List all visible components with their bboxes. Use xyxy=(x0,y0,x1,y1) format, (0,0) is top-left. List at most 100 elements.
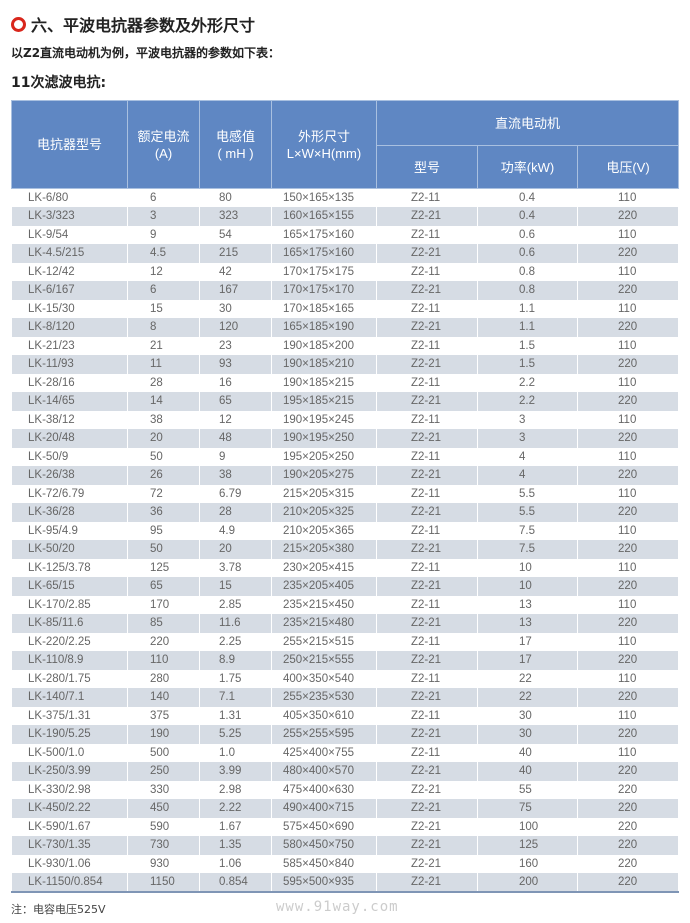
cell-size: 250×215×555 xyxy=(271,651,377,670)
cell-motor-model: Z2-11 xyxy=(376,521,478,540)
cell-size: 190×185×200 xyxy=(271,336,377,355)
cell-size: 475×400×630 xyxy=(271,780,377,799)
cell-current: 36 xyxy=(127,503,200,522)
cell-power: 1.1 xyxy=(477,299,578,318)
cell-motor-model: Z2-21 xyxy=(376,392,478,411)
cell-inductance: 3.99 xyxy=(199,762,272,781)
cell-inductance: 3.78 xyxy=(199,558,272,577)
cell-motor-model: Z2-11 xyxy=(376,743,478,762)
cell-current: 50 xyxy=(127,540,200,559)
cell-voltage: 110 xyxy=(576,225,680,244)
cell-model: LK-4.5/215 xyxy=(11,244,128,263)
table-row: LK-330/2.98 330 2.98 475×400×630 Z2-21 55 220 xyxy=(11,780,680,799)
cell-power: 0.6 xyxy=(477,225,578,244)
cell-motor-model: Z2-11 xyxy=(376,558,478,577)
header-motor-model: 型号 xyxy=(376,145,478,189)
cell-model: LK-50/9 xyxy=(11,447,128,466)
cell-power: 160 xyxy=(477,854,578,873)
table-row: LK-3/323 3 323 160×165×155 Z2-21 0.4 220 xyxy=(11,207,680,226)
cell-current: 11 xyxy=(127,355,200,374)
cell-motor-model: Z2-21 xyxy=(376,466,478,485)
cell-power: 200 xyxy=(477,873,578,893)
cell-current: 21 xyxy=(127,336,200,355)
cell-size: 585×450×840 xyxy=(271,854,377,873)
circle-bullet-icon xyxy=(11,16,26,32)
cell-inductance: 12 xyxy=(199,410,272,429)
cell-size: 595×500×935 xyxy=(271,873,377,893)
cell-inductance: 2.22 xyxy=(199,799,272,818)
cell-model: LK-330/2.98 xyxy=(11,780,128,799)
table-row: LK-36/28 36 28 210×205×325 Z2-21 5.5 220 xyxy=(11,503,680,522)
cell-voltage: 220 xyxy=(576,799,680,818)
cell-power: 0.8 xyxy=(477,281,578,300)
cell-power: 0.4 xyxy=(477,207,578,226)
cell-power: 30 xyxy=(477,706,578,725)
cell-current: 125 xyxy=(127,558,200,577)
cell-size: 160×165×155 xyxy=(271,207,377,226)
cell-inductance: 93 xyxy=(199,355,272,374)
cell-model: LK-140/7.1 xyxy=(11,688,128,707)
cell-current: 95 xyxy=(127,521,200,540)
subtitle: 11次滤波电抗: xyxy=(11,75,107,91)
cell-inductance: 48 xyxy=(199,429,272,448)
table-row: LK-730/1.35 730 1.35 580×450×750 Z2-21 125 220 xyxy=(11,836,680,855)
cell-size: 210×205×325 xyxy=(271,503,377,522)
cell-inductance: 23 xyxy=(199,336,272,355)
cell-voltage: 110 xyxy=(576,484,680,503)
cell-voltage: 220 xyxy=(576,429,680,448)
cell-inductance: 0.854 xyxy=(199,873,272,893)
reactor-parameter-table: 电抗器型号 额定电流 (A) 电感值 ( mH ) 外形尺寸 L×W×H(mm)… xyxy=(11,100,680,893)
cell-power: 7.5 xyxy=(477,521,578,540)
table-row: LK-170/2.85 170 2.85 235×215×450 Z2-11 13 110 xyxy=(11,595,680,614)
cell-motor-model: Z2-21 xyxy=(376,836,478,855)
cell-inductance: 80 xyxy=(199,188,272,207)
cell-motor-model: Z2-21 xyxy=(376,207,478,226)
cell-current: 72 xyxy=(127,484,200,503)
cell-voltage: 110 xyxy=(576,669,680,688)
cell-current: 8 xyxy=(127,318,200,337)
cell-motor-model: Z2-21 xyxy=(376,799,478,818)
cell-current: 9 xyxy=(127,225,200,244)
cell-inductance: 215 xyxy=(199,244,272,263)
cell-inductance: 8.9 xyxy=(199,651,272,670)
cell-inductance: 167 xyxy=(199,281,272,300)
cell-power: 30 xyxy=(477,725,578,744)
cell-motor-model: Z2-21 xyxy=(376,854,478,873)
cell-motor-model: Z2-21 xyxy=(376,873,478,893)
cell-motor-model: Z2-21 xyxy=(376,503,478,522)
table-row: LK-15/30 15 30 170×185×165 Z2-11 1.1 110 xyxy=(11,299,680,318)
cell-current: 590 xyxy=(127,817,200,836)
cell-power: 55 xyxy=(477,780,578,799)
cell-model: LK-220/2.25 xyxy=(11,632,128,651)
header-voltage: 电压(V) xyxy=(576,145,680,189)
cell-model: LK-1150/0.854 xyxy=(11,873,128,893)
cell-size: 480×400×570 xyxy=(271,762,377,781)
cell-size: 580×450×750 xyxy=(271,836,377,855)
cell-motor-model: Z2-11 xyxy=(376,336,478,355)
table-row: LK-50/20 50 20 215×205×380 Z2-21 7.5 220 xyxy=(11,540,680,559)
cell-inductance: 9 xyxy=(199,447,272,466)
cell-voltage: 110 xyxy=(576,558,680,577)
cell-motor-model: Z2-11 xyxy=(376,188,478,207)
cell-inductance: 1.06 xyxy=(199,854,272,873)
cell-power: 17 xyxy=(477,651,578,670)
cell-power: 4 xyxy=(477,466,578,485)
cell-voltage: 220 xyxy=(576,762,680,781)
cell-power: 22 xyxy=(477,688,578,707)
table-row: LK-375/1.31 375 1.31 405×350×610 Z2-11 30 110 xyxy=(11,706,680,725)
table-row: LK-9/54 9 54 165×175×160 Z2-11 0.6 110 xyxy=(11,225,680,244)
cell-voltage: 220 xyxy=(576,836,680,855)
cell-model: LK-28/16 xyxy=(11,373,128,392)
cell-model: LK-14/65 xyxy=(11,392,128,411)
cell-model: LK-375/1.31 xyxy=(11,706,128,725)
cell-voltage: 220 xyxy=(576,614,680,633)
cell-size: 400×350×540 xyxy=(271,669,377,688)
cell-voltage: 220 xyxy=(576,725,680,744)
cell-voltage: 110 xyxy=(576,299,680,318)
table-row: LK-50/9 50 9 195×205×250 Z2-11 4 110 xyxy=(11,447,680,466)
cell-power: 3 xyxy=(477,410,578,429)
cell-model: LK-9/54 xyxy=(11,225,128,244)
cell-motor-model: Z2-11 xyxy=(376,447,478,466)
cell-inductance: 2.98 xyxy=(199,780,272,799)
watermark: www.91way.com xyxy=(276,899,399,915)
